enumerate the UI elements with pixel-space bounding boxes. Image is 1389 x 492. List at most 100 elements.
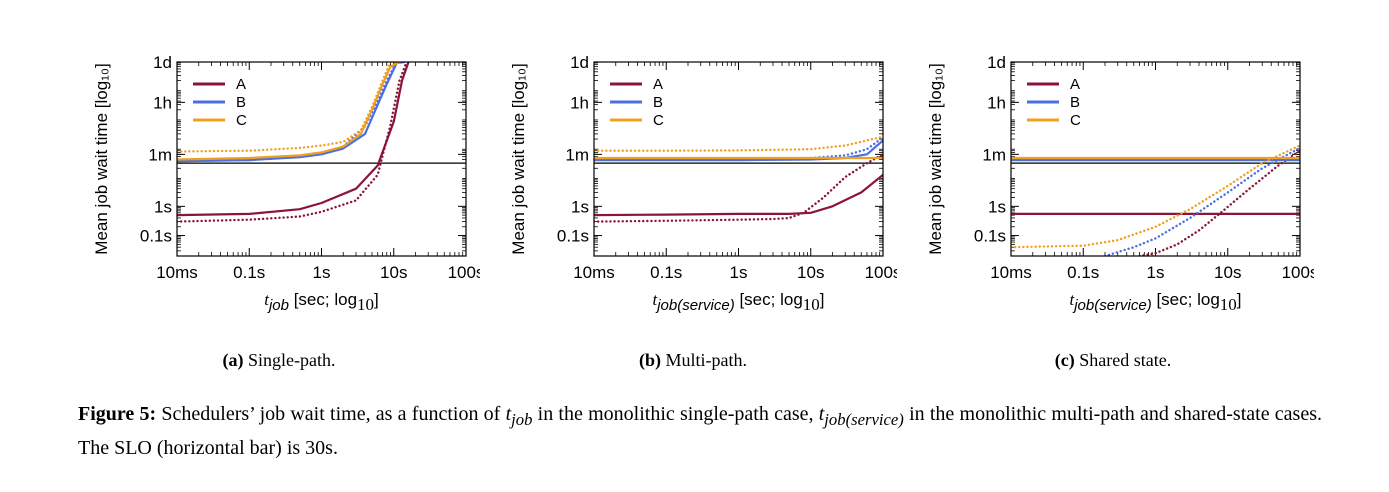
x-axis-label-rest: [sec; log bbox=[289, 290, 357, 309]
legend-label-A: A bbox=[1070, 76, 1080, 93]
chart-panel-c: 10ms 0.1s 1s 10s 100s 0.1s 1s 1m 1h 1d ABC Mean job… bbox=[874, 0, 1314, 330]
chart-panel-a: 10ms 0.1s 1s 10s 100s 0.1s 1s 1m 1h 1d ABC Mean job… bbox=[40, 0, 480, 330]
series-A-dotted bbox=[594, 153, 883, 223]
series-C-dotted bbox=[1011, 144, 1300, 249]
series-A-solid bbox=[594, 173, 883, 217]
y-tick-label: 1h bbox=[570, 93, 589, 112]
x-tick-label: 10s bbox=[380, 263, 407, 282]
y-tick-label: 1d bbox=[987, 53, 1006, 72]
x-tick-label: 10ms bbox=[573, 263, 615, 282]
figure-caption-var1: t bbox=[505, 403, 512, 425]
x-axis-label-sub: job(service) bbox=[1072, 297, 1152, 314]
x-axis-label: tjob [sec; log10] bbox=[264, 290, 379, 314]
series-A-solid bbox=[177, 62, 410, 217]
series-C-dotted bbox=[177, 62, 401, 153]
subcaption-c-label: (c) bbox=[1054, 350, 1075, 370]
subcaption-c: (c) Shared state. bbox=[893, 350, 1333, 371]
x-tick-label: 0.1s bbox=[233, 263, 265, 282]
minor-ticks-b bbox=[594, 62, 883, 257]
x-axis-label-var: t bbox=[652, 290, 658, 309]
x-axis-label-rest: [sec; log bbox=[1152, 290, 1220, 309]
x-axis-label-sub: job(service) bbox=[655, 297, 735, 314]
subcaption-a: (a) Single-path. bbox=[59, 350, 499, 371]
subcaption-a-label: (a) bbox=[222, 350, 244, 370]
series-B-solid bbox=[594, 139, 883, 162]
legend-label-B: B bbox=[653, 94, 663, 111]
series-B-dotted bbox=[594, 136, 883, 161]
figure-caption-text3: in the monolithic multi-path and shared-… bbox=[78, 403, 1322, 459]
x-axis-label-rest: [sec; log bbox=[735, 290, 803, 309]
y-tick-label: 1h bbox=[987, 93, 1006, 112]
plot-frame bbox=[593, 61, 884, 257]
series-group-b bbox=[594, 135, 883, 223]
x-tick-label: 10s bbox=[797, 263, 824, 282]
y-axis-label: Mean job wait time [log₁₀] bbox=[509, 63, 528, 254]
legend-label-B: B bbox=[1070, 94, 1080, 111]
y-tick-label: 1d bbox=[153, 53, 172, 72]
y-tick-label: 0.1s bbox=[974, 227, 1006, 246]
y-tick-label: 1m bbox=[982, 145, 1006, 164]
legend-label-B: B bbox=[236, 94, 246, 111]
figure-caption: Figure 5: Schedulers’ job wait time, as … bbox=[78, 400, 1322, 462]
figure-caption-sub1: job bbox=[511, 410, 533, 429]
legend-label-C: C bbox=[653, 112, 664, 129]
x-tick-label: 0.1s bbox=[1067, 263, 1099, 282]
legend-label-C: C bbox=[1070, 112, 1081, 129]
y-tick-label: 1s bbox=[154, 197, 172, 216]
x-tick-label: 100s bbox=[865, 263, 897, 282]
subcaption-b-text: Multi-path. bbox=[661, 350, 748, 370]
x-tick-label: 1s bbox=[1147, 263, 1165, 282]
legend-label-A: A bbox=[236, 76, 246, 93]
series-B-dotted bbox=[1103, 146, 1300, 256]
x-tick-label: 10ms bbox=[156, 263, 198, 282]
minor-ticks-a bbox=[177, 62, 466, 257]
x-axis-label-log: 10 bbox=[803, 295, 820, 314]
subcaption-c-text: Shared state. bbox=[1074, 350, 1172, 370]
figure-caption-text1: Schedulers’ job wait time, as a function… bbox=[156, 403, 506, 425]
x-axis-label: tjob(service) [sec; log10] bbox=[1069, 290, 1241, 314]
x-tick-label: 1s bbox=[730, 263, 748, 282]
chart-panel-b: 10ms 0.1s 1s 10s 100s 0.1s 1s 1m 1h 1d ABC Mean job… bbox=[457, 0, 897, 330]
series-B-dotted bbox=[177, 62, 406, 163]
x-axis-label-log: 10 bbox=[1220, 295, 1237, 314]
plot-frame bbox=[1010, 61, 1301, 257]
x-tick-label: 0.1s bbox=[650, 263, 682, 282]
series-A-dotted bbox=[177, 62, 408, 223]
x-axis-label-log: 10 bbox=[357, 295, 374, 314]
series-C-dotted bbox=[594, 135, 883, 152]
figure-caption-label: Figure 5: bbox=[78, 403, 157, 425]
subcaption-a-text: Single-path. bbox=[243, 350, 336, 370]
series-group-c bbox=[1011, 144, 1300, 256]
x-tick-label: 1s bbox=[313, 263, 331, 282]
chart-svg-b: 10ms 0.1s 1s 10s 100s 0.1s 1s 1m 1h 1d ABC Mean job… bbox=[509, 53, 897, 314]
x-tick-label: 10ms bbox=[990, 263, 1032, 282]
x-axis-label-end: ] bbox=[374, 290, 379, 309]
minor-ticks-c bbox=[1011, 62, 1300, 257]
figure-caption-var2: t bbox=[818, 403, 825, 425]
legend-label-C: C bbox=[236, 112, 247, 129]
y-tick-label: 1s bbox=[571, 197, 589, 216]
figure-caption-text2: in the monolithic single-path case, bbox=[532, 403, 819, 425]
series-group-a bbox=[177, 62, 466, 223]
figure-caption-sub2: job(service) bbox=[824, 410, 904, 429]
y-tick-label: 1h bbox=[153, 93, 172, 112]
legend-label-A: A bbox=[653, 76, 663, 93]
y-tick-label: 1s bbox=[988, 197, 1006, 216]
chart-svg-c: 10ms 0.1s 1s 10s 100s 0.1s 1s 1m 1h 1d ABC Mean job… bbox=[926, 53, 1314, 314]
y-tick-label: 0.1s bbox=[557, 227, 589, 246]
y-tick-label: 1m bbox=[148, 145, 172, 164]
plot-frame bbox=[176, 61, 467, 257]
series-C-solid bbox=[177, 62, 401, 161]
x-axis-label-var: t bbox=[1069, 290, 1075, 309]
y-axis-label: Mean job wait time [log₁₀] bbox=[92, 63, 111, 254]
x-axis-label-var: t bbox=[264, 290, 270, 309]
y-axis-label: Mean job wait time [log₁₀] bbox=[926, 63, 945, 254]
x-axis-label-end: ] bbox=[820, 290, 825, 309]
series-A-dotted bbox=[1138, 149, 1300, 256]
x-tick-label: 100s bbox=[1282, 263, 1314, 282]
x-axis-label: tjob(service) [sec; log10] bbox=[652, 290, 824, 314]
y-tick-label: 1m bbox=[565, 145, 589, 164]
y-tick-label: 1d bbox=[570, 53, 589, 72]
x-axis-label-sub: job bbox=[267, 297, 289, 314]
x-tick-label: 100s bbox=[448, 263, 480, 282]
